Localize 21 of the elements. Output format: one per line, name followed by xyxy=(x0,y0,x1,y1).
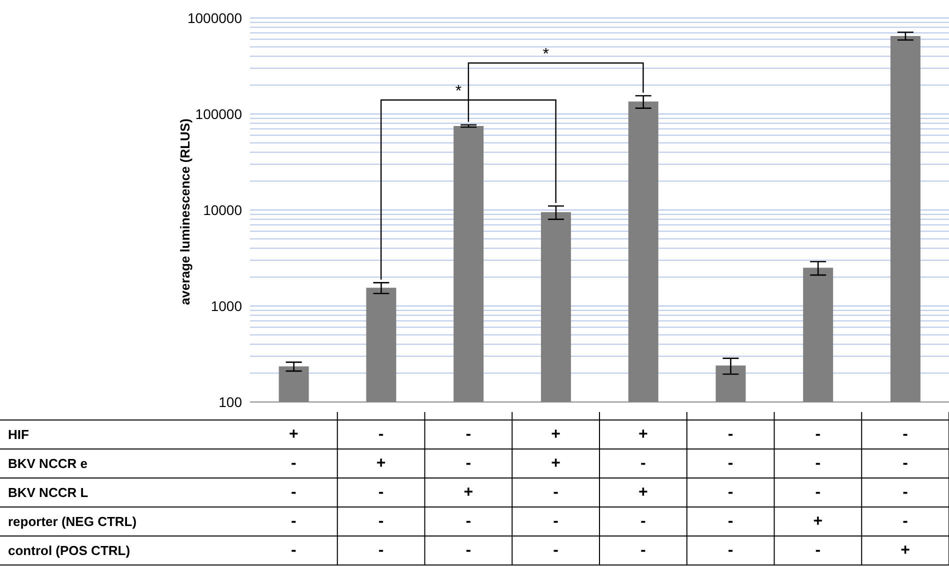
y-axis-title: average luminescence (RLUS) xyxy=(178,118,193,305)
x-tick-label: - - - - - xyxy=(728,426,734,559)
annotation: * xyxy=(455,83,462,100)
text: reporter (NEG CTRL) xyxy=(8,514,137,529)
y-tick-label: 10000 xyxy=(203,202,242,218)
annotation: * xyxy=(542,46,549,63)
y-tick-label: 1000000 xyxy=(187,10,242,26)
text: control (POS CTRL) xyxy=(8,543,130,558)
text: HIF xyxy=(8,427,29,442)
x-tick-label: + - - - - xyxy=(289,426,298,559)
y-tick-label: 1000 xyxy=(210,298,242,314)
text: BKV NCCR e xyxy=(8,456,88,471)
x-tick-label: + - + - - xyxy=(638,426,648,559)
x-tick-label: - - - + - xyxy=(813,426,823,559)
x-tick-label: - - - - + xyxy=(900,426,910,559)
y-tick-label: 100000 xyxy=(195,106,242,122)
text: BKV NCCR L xyxy=(8,485,88,500)
x-tick-label: + + - - - xyxy=(551,426,560,559)
x-tick-label: - - + - - xyxy=(464,426,474,559)
x-tick-label: - + - - - xyxy=(376,426,386,559)
y-tick-label: 100 xyxy=(218,394,242,410)
